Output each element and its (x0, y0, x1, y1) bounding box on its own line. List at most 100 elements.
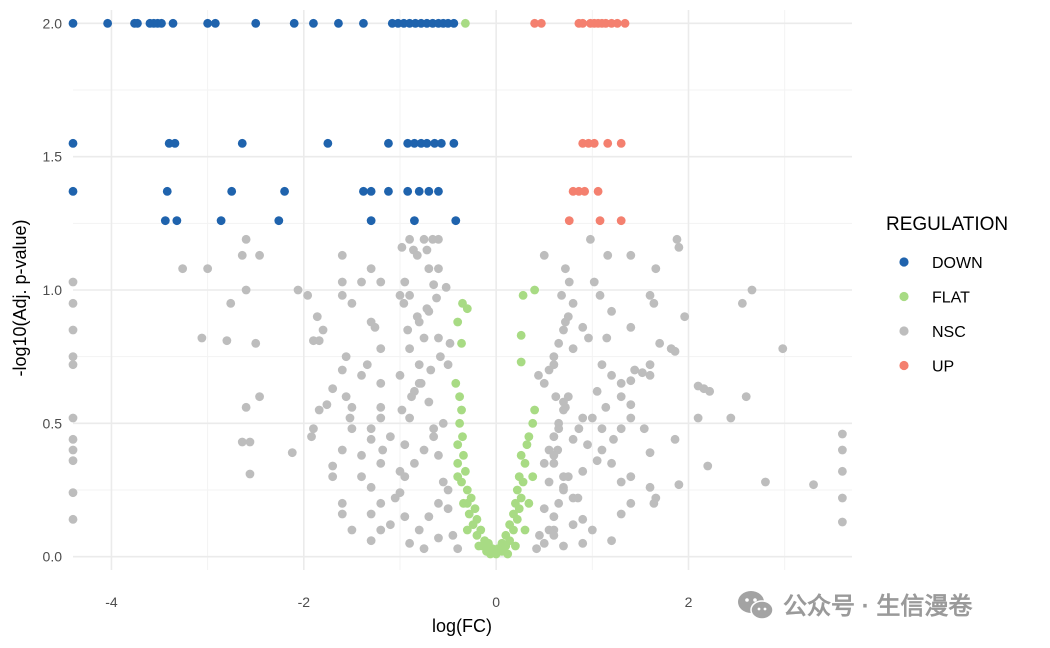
data-point-nsc (626, 413, 636, 423)
x-tick-label: -2 (298, 594, 311, 610)
data-point-flat (510, 541, 520, 551)
data-point-nsc (583, 440, 592, 450)
data-point-down (424, 186, 434, 196)
data-point-nsc (314, 405, 324, 415)
data-point-nsc (405, 413, 415, 423)
data-point-nsc (645, 370, 655, 380)
data-point-nsc (568, 344, 578, 354)
data-point-nsc (549, 450, 559, 460)
data-point-down (309, 18, 318, 28)
data-point-nsc (584, 333, 593, 343)
data-point-down (410, 216, 419, 226)
data-point-nsc (68, 413, 78, 423)
data-point-nsc (366, 434, 376, 444)
data-point-down (68, 186, 78, 196)
data-point-nsc (434, 264, 443, 274)
y-tick-label: 1.5 (43, 149, 63, 165)
data-point-nsc (726, 413, 736, 423)
data-point-down (403, 138, 413, 148)
data-point-nsc (424, 264, 434, 274)
data-point-nsc (837, 517, 847, 527)
data-point-nsc (448, 530, 458, 540)
data-point-nsc (322, 400, 332, 410)
data-point-nsc (595, 290, 605, 300)
legend-key-down (899, 257, 909, 267)
data-point-nsc (366, 264, 376, 274)
data-point-nsc (587, 413, 597, 423)
data-point-nsc (403, 325, 413, 335)
data-point-nsc (837, 429, 847, 439)
data-point-flat (453, 458, 463, 468)
data-point-nsc (443, 360, 453, 370)
data-point-nsc (554, 338, 564, 348)
data-point-nsc (337, 365, 347, 375)
data-point-down (359, 18, 368, 28)
legend-label-flat: FLAT (932, 290, 970, 307)
data-point-up (593, 186, 603, 196)
data-point-down (210, 18, 220, 28)
data-point-nsc (603, 250, 613, 260)
data-point-nsc (362, 360, 372, 370)
data-point-nsc (535, 530, 544, 540)
data-point-nsc (241, 402, 251, 412)
data-point-nsc (587, 525, 597, 535)
data-point-nsc (357, 450, 366, 460)
data-point-nsc (674, 480, 684, 490)
data-point-nsc (245, 469, 255, 479)
legend-title: REGULATION (886, 214, 1008, 235)
data-point-nsc (376, 458, 386, 468)
data-point-nsc (293, 285, 303, 295)
y-axis-ticks: 0.0 0.5 1.0 1.5 2.0 (43, 15, 63, 564)
data-point-nsc (357, 370, 366, 380)
data-point-nsc (376, 378, 386, 388)
data-point-nsc (347, 402, 357, 412)
x-tick-label: 0 (492, 594, 500, 610)
data-point-flat (503, 549, 513, 559)
data-point-nsc (589, 277, 599, 287)
data-point-nsc (426, 365, 436, 375)
data-point-nsc (376, 277, 386, 287)
data-point-nsc (592, 456, 602, 466)
data-point-flat (485, 549, 495, 559)
data-point-down (216, 216, 226, 226)
data-point-nsc (337, 250, 347, 260)
data-point-nsc (616, 378, 626, 388)
data-point-nsc (737, 298, 747, 308)
data-point-nsc (649, 298, 659, 308)
x-axis-ticks: -4 -2 0 2 (105, 594, 692, 610)
data-point-down (366, 216, 376, 226)
data-point-up (580, 186, 590, 196)
data-point-nsc (434, 333, 443, 343)
data-point-nsc (539, 250, 549, 260)
data-point-nsc (337, 290, 347, 300)
data-point-up (616, 216, 626, 226)
data-point-nsc (637, 368, 647, 378)
data-point-up (612, 18, 622, 28)
watermark: 公众号 · 生信漫卷 (738, 591, 973, 620)
data-point-flat (453, 472, 463, 482)
data-point-down (384, 138, 393, 148)
data-point-nsc (705, 386, 715, 396)
data-point-down (133, 18, 142, 28)
data-point-nsc (429, 424, 439, 434)
data-point-flat (514, 504, 524, 514)
y-tick-label: 1.0 (43, 282, 63, 298)
data-point-nsc (419, 445, 429, 455)
data-point-nsc (435, 352, 445, 362)
data-point-flat (453, 317, 463, 327)
data-point-flat (524, 498, 534, 508)
data-point-nsc (563, 472, 573, 482)
data-point-nsc (597, 360, 607, 370)
data-point-nsc (429, 280, 439, 290)
data-point-nsc (337, 498, 347, 508)
data-point-nsc (616, 424, 626, 434)
data-point-nsc (68, 277, 78, 287)
data-point-nsc (414, 525, 424, 535)
data-point-nsc (405, 344, 415, 354)
data-point-nsc (602, 333, 612, 343)
data-point-nsc (578, 466, 588, 476)
x-axis-title: log(FC) (432, 616, 492, 636)
data-point-down (359, 186, 368, 196)
data-point-flat (459, 498, 468, 508)
data-point-nsc (400, 512, 410, 522)
